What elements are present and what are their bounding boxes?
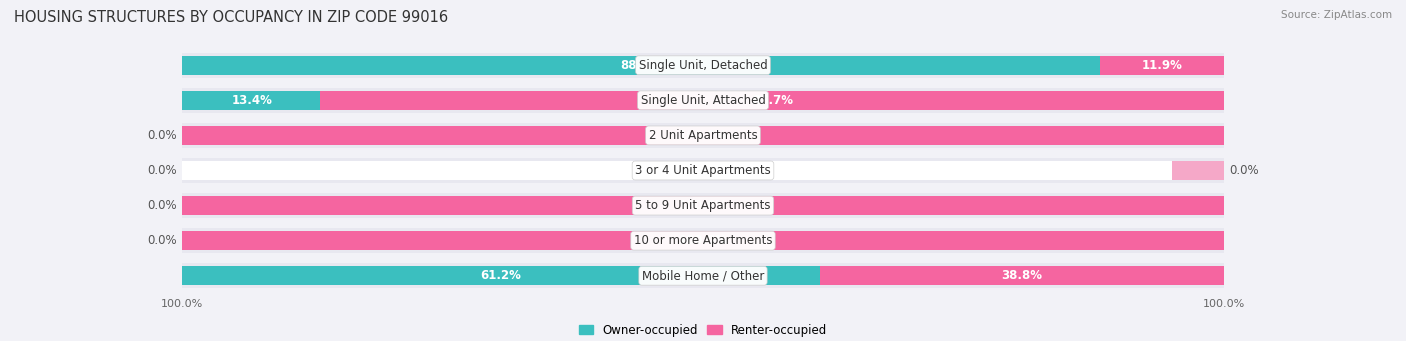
Text: 100.0%: 100.0% [679,129,727,142]
Text: 13.4%: 13.4% [231,94,273,107]
Text: 61.2%: 61.2% [481,269,522,282]
Text: 88.1%: 88.1% [620,59,661,72]
Bar [181,123,1225,148]
Legend: Owner-occupied, Renter-occupied: Owner-occupied, Renter-occupied [574,319,832,341]
Text: HOUSING STRUCTURES BY OCCUPANCY IN ZIP CODE 99016: HOUSING STRUCTURES BY OCCUPANCY IN ZIP C… [14,10,449,25]
Bar [181,161,1225,180]
Bar [181,196,1225,215]
Bar [1099,56,1225,75]
Bar [820,266,1225,285]
Text: 3 or 4 Unit Apartments: 3 or 4 Unit Apartments [636,164,770,177]
Bar [181,231,1225,250]
Bar [181,193,1225,218]
Text: 11.9%: 11.9% [1142,59,1182,72]
Text: 10 or more Apartments: 10 or more Apartments [634,234,772,247]
Bar [321,91,1225,110]
Text: 100.0%: 100.0% [679,199,727,212]
Bar [181,91,322,110]
Bar [181,56,1099,75]
Bar [181,158,1225,183]
Bar [181,266,1225,285]
Text: 0.0%: 0.0% [148,234,177,247]
Bar [181,91,1225,110]
Text: Mobile Home / Other: Mobile Home / Other [641,269,765,282]
Bar [181,53,1225,78]
Bar [181,56,1225,75]
Bar [181,196,1225,215]
Text: 38.8%: 38.8% [1001,269,1042,282]
Bar [181,126,1225,145]
Text: 0.0%: 0.0% [148,129,177,142]
Text: 0.0%: 0.0% [148,199,177,212]
Text: Source: ZipAtlas.com: Source: ZipAtlas.com [1281,10,1392,20]
Text: 5 to 9 Unit Apartments: 5 to 9 Unit Apartments [636,199,770,212]
Text: Single Unit, Detached: Single Unit, Detached [638,59,768,72]
Bar [1173,161,1225,180]
Text: 0.0%: 0.0% [148,164,177,177]
Bar [181,266,820,285]
Text: 0.0%: 0.0% [1229,164,1258,177]
Bar [181,88,1225,113]
Bar [181,263,1225,288]
Bar [181,231,1225,250]
Text: 100.0%: 100.0% [679,234,727,247]
Text: 86.7%: 86.7% [752,94,793,107]
Text: 2 Unit Apartments: 2 Unit Apartments [648,129,758,142]
Bar [181,228,1225,253]
Bar [181,126,1225,145]
Text: Single Unit, Attached: Single Unit, Attached [641,94,765,107]
